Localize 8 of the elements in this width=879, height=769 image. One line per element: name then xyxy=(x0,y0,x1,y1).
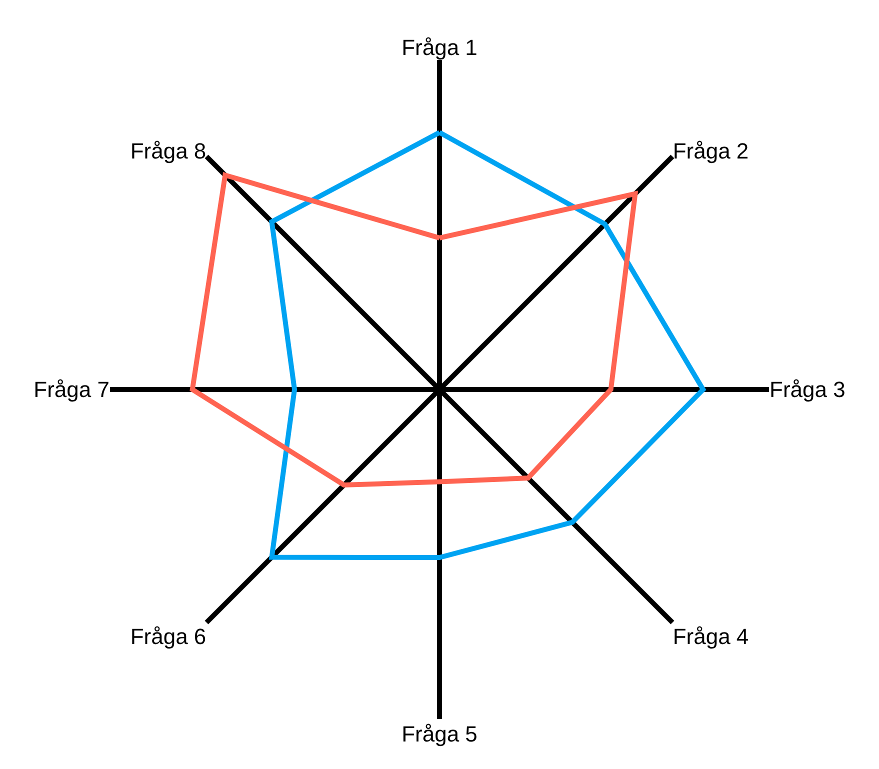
spoke-label: Fråga 4 xyxy=(672,624,749,649)
spoke-label: Fråga 1 xyxy=(402,35,478,60)
spoke-label: Fråga 5 xyxy=(402,722,478,746)
spoke-label: Fråga 2 xyxy=(672,138,749,164)
spoke-label: Fråga 8 xyxy=(130,138,206,164)
spoke-label: Fråga 6 xyxy=(130,624,206,649)
spoke-label: Fråga 3 xyxy=(770,377,846,402)
spoke-label: Fråga 7 xyxy=(34,377,110,402)
